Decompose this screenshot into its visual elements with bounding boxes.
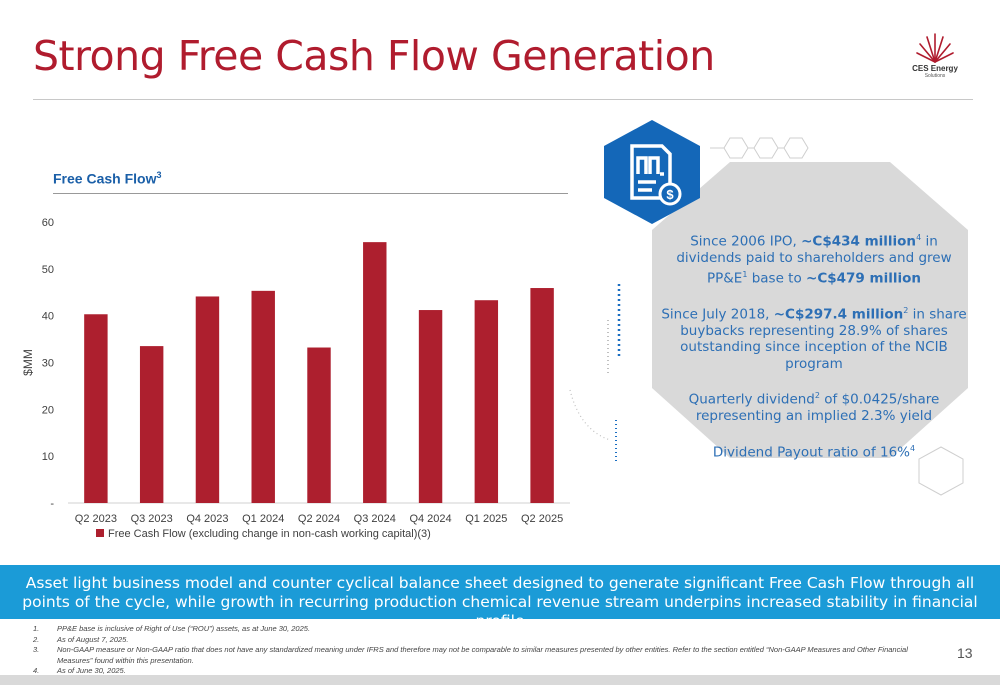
x-tick-label: Q1 2024	[242, 513, 284, 525]
bar	[418, 310, 443, 503]
legend-swatch	[96, 529, 104, 537]
y-tick-label: -	[50, 498, 54, 510]
y-tick-label: 20	[42, 404, 54, 416]
bottom-bar	[0, 675, 1000, 685]
payout-ratio-text: Dividend Payout ratio of 16%4	[712, 443, 916, 461]
free-cash-flow-chart: - 10 20 30 40 50 60 $MM Q2 2023 Q3 2023 Q4 2023 Q1 …	[21, 217, 570, 540]
logo-name: CES Energy	[912, 64, 958, 73]
footnotes: 1. PP&E base is inclusive of Right of Use…	[33, 624, 933, 677]
x-tick-label: Q4 2024	[409, 513, 451, 525]
info-hexagon	[652, 162, 968, 458]
x-tick-label: Q3 2023	[131, 513, 173, 525]
y-tick-label: 30	[42, 358, 54, 370]
x-tick-label: Q1 2025	[465, 513, 507, 525]
x-tick-label: Q2 2025	[521, 513, 563, 525]
bar	[307, 347, 331, 503]
y-axis-label: $MM	[21, 349, 35, 376]
legend-label: Free Cash Flow (excluding change in non-…	[108, 528, 431, 540]
logo-subtitle: Solutions	[924, 73, 946, 79]
chart-heading-footnote: 3	[156, 170, 162, 180]
bar	[195, 296, 220, 503]
x-tick-label: Q3 2024	[354, 513, 396, 525]
svg-text:$: $	[666, 187, 674, 202]
x-tick-label: Q2 2023	[75, 513, 117, 525]
y-tick-label: 50	[42, 264, 54, 276]
y-tick-label: 40	[42, 311, 54, 323]
bar	[251, 290, 275, 503]
company-logo: CES Energy Solutions	[900, 30, 970, 90]
dotted-lines-decoration	[569, 284, 621, 462]
chart-heading-divider	[53, 193, 568, 194]
page-title: Strong Free Cash Flow Generation	[33, 32, 715, 80]
x-tick-label: Q2 2024	[298, 513, 340, 525]
ipo-dividends-text: Since 2006 IPO, ~C$434 million4 in divid…	[676, 233, 952, 286]
bar	[530, 288, 554, 503]
molecule-decoration-icon	[710, 137, 809, 159]
logo-burst-icon	[916, 33, 954, 63]
footnote-item: 3. Non-GAAP measure or Non-GAAP ratio tha…	[33, 645, 908, 665]
chart-heading: Free Cash Flow3	[53, 170, 161, 187]
x-tick-label: Q4 2023	[186, 513, 228, 525]
share-buybacks-text: Since July 2018, ~C$297.4 million2 in sh…	[661, 305, 967, 372]
bar	[474, 300, 499, 503]
footnote-item: 1. PP&E base is inclusive of Right of Use…	[33, 624, 311, 633]
footnote-item: 4. As of June 30, 2025.	[33, 666, 126, 675]
quarterly-dividend-text: Quarterly dividend2 of $0.0425/share rep…	[688, 391, 940, 424]
footnote-item: 2. As of August 7, 2025.	[33, 634, 129, 644]
bar	[139, 346, 164, 503]
page-number: 13	[957, 645, 973, 661]
y-tick-label: 60	[42, 217, 54, 229]
chart-heading-text: Free Cash Flow	[53, 170, 157, 187]
y-tick-label: 10	[42, 451, 54, 463]
bar	[84, 314, 108, 503]
small-hexagon-decoration-icon	[918, 446, 964, 496]
document-dollar-icon: $	[604, 120, 700, 224]
summary-banner: Asset light business model and counter c…	[0, 565, 1000, 630]
title-divider	[33, 99, 973, 100]
bar	[363, 242, 387, 503]
info-text-block: Since 2006 IPO, ~C$434 million4 in divid…	[660, 230, 968, 477]
